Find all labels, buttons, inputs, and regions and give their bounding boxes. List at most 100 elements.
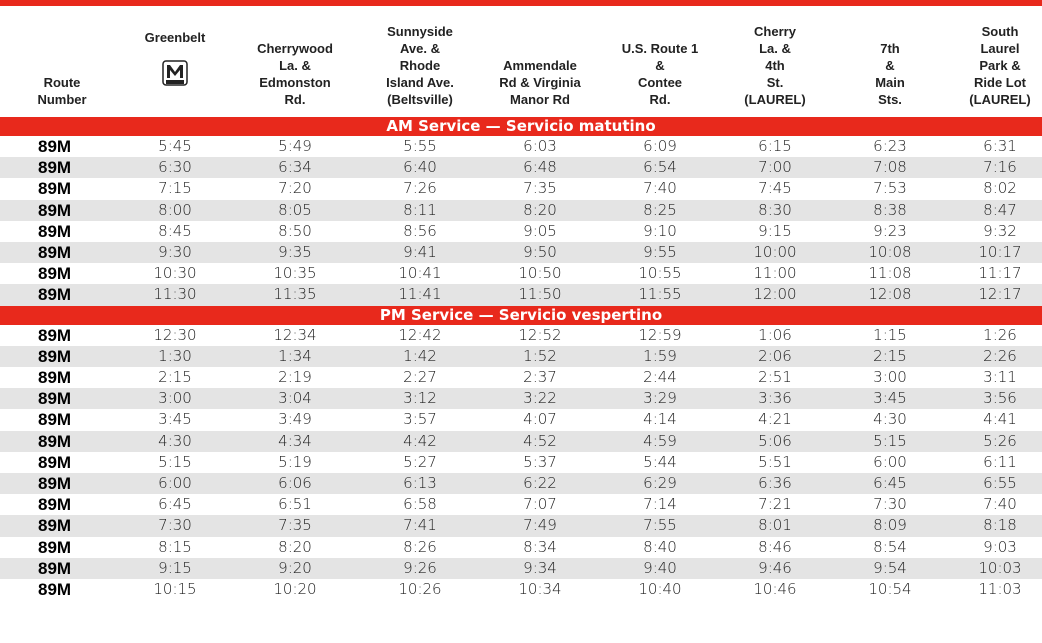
time-cell: 7:49 [523,516,557,535]
time-cell: 5:15 [158,452,192,471]
time-cell: 4:30 [873,410,907,429]
column-header: Cherrywood [257,41,333,56]
time-cell: 6:34 [278,158,312,177]
column-header: Manor Rd [510,92,570,107]
time-cell: 4:41 [983,410,1017,429]
time-cell: 7:40 [643,179,677,198]
time-cell: 10:40 [638,580,682,598]
time-cell: 1:52 [523,346,557,365]
route-number: 89M [38,243,72,262]
table-row [0,178,1042,200]
time-cell: 12:34 [273,325,317,344]
route-number: 89M [38,137,72,156]
time-cell: 4:30 [158,431,192,450]
time-cell: 2:44 [643,368,677,386]
time-cell: 8:47 [983,200,1017,219]
time-cell: 8:05 [278,200,312,219]
column-header: St. [766,75,784,90]
time-cell: 8:20 [523,200,557,219]
time-cell: 8:38 [873,200,907,219]
time-cell: 9:46 [758,558,792,577]
table-row [0,220,1042,242]
time-cell: 6:11 [983,452,1017,471]
time-cell: 2:19 [278,368,312,386]
time-cell: 6:30 [158,158,192,177]
column-header: Greenbelt [144,30,206,45]
time-cell: 1:30 [158,346,192,365]
route-number: 89M [38,431,72,451]
time-cell: 9:03 [983,537,1017,556]
route-number: 89M [38,200,72,220]
column-header: Contee [637,75,683,90]
time-cell: 9:15 [158,558,192,577]
time-cell: 2:51 [758,368,792,386]
column-header: Cherry [754,24,796,39]
time-cell: 7:14 [643,495,677,514]
column-header: 7th [880,41,900,56]
time-cell: 10:20 [273,580,317,598]
route-number: 89M [38,264,72,284]
time-cell: 12:59 [638,325,682,344]
time-cell: 8:30 [758,200,792,219]
route-number: 89M [38,389,72,409]
time-cell: 3:11 [983,368,1017,386]
time-cell: 6:48 [523,158,557,177]
table-row [0,284,1042,306]
time-cell: 9:15 [758,221,792,240]
column-header: Route [43,75,81,90]
column-header: Sunnyside [387,24,453,39]
time-cell: 6:00 [873,452,907,471]
time-cell: 9:23 [873,221,907,240]
time-cell: 7:15 [158,179,192,198]
column-header: Main [875,75,905,90]
time-cell: 2:37 [523,368,557,386]
table-row [0,157,1042,179]
table-row [0,199,1042,221]
route-number: 89M [38,516,72,536]
time-cell: 12:08 [868,285,912,304]
time-cell: 5:49 [278,137,312,155]
time-cell: 4:21 [758,410,792,429]
table-row [0,494,1042,516]
time-cell: 10:55 [638,264,682,283]
time-cell: 3:57 [403,410,437,429]
table-row [0,367,1042,389]
time-cell: 6:13 [403,474,437,492]
time-cell: 11:41 [398,285,442,304]
table-row [0,136,1042,158]
time-cell: 7:41 [403,516,437,535]
route-number: 89M [38,474,72,493]
time-cell: 7:35 [523,179,557,198]
time-cell: 8:01 [758,516,792,535]
time-cell: 6:58 [403,495,437,514]
time-cell: 7:30 [158,516,192,535]
time-cell: 12:30 [153,325,197,344]
column-header: Ride Lot [974,75,1026,90]
time-cell: 3:29 [643,389,677,408]
time-cell: 2:06 [758,346,792,365]
column-header: Ave. & [400,41,440,56]
time-cell: 11:03 [978,580,1022,598]
table-row [0,515,1042,537]
table-row [0,536,1042,558]
time-cell: 6:40 [403,158,437,177]
time-cell: 7:30 [873,495,907,514]
time-cell: 8:02 [983,179,1017,198]
time-cell: 7:53 [873,179,907,198]
column-header: (Beltsville) [387,92,453,107]
time-cell: 3:45 [158,410,192,429]
section-header: AM Service — Servicio matutino [0,117,1042,136]
table-row [0,388,1042,410]
time-cell: 10:08 [868,243,912,261]
time-cell: 7:26 [403,179,437,198]
route-number: 89M [38,495,72,515]
column-header: & [655,58,665,73]
column-header: & [885,58,895,73]
time-cell: 9:10 [643,221,677,240]
time-cell: 9:26 [403,558,437,577]
time-cell: 5:37 [523,452,557,471]
route-number: 89M [38,410,72,430]
time-cell: 12:00 [753,285,797,304]
time-cell: 3:00 [873,368,907,386]
